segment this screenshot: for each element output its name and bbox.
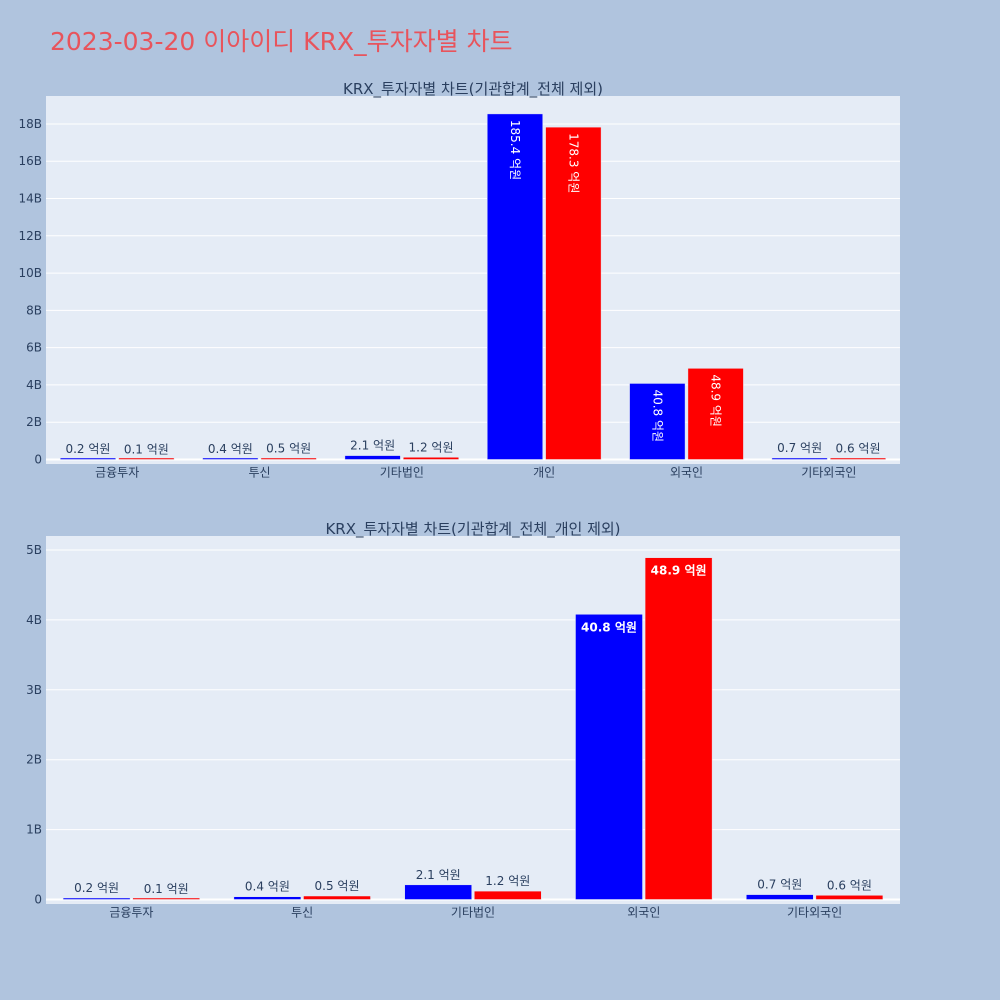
bar-series-b[interactable] <box>644 557 713 900</box>
bar-series-a[interactable] <box>575 614 643 900</box>
y-tick-label: 4B <box>26 613 42 627</box>
bar-data-label: 40.8 억원 <box>650 389 664 442</box>
y-tick-label: 8B <box>26 303 42 317</box>
y-tick-label: 2B <box>26 415 42 429</box>
y-tick-label: 18B <box>18 117 42 131</box>
bar-series-b[interactable] <box>118 457 175 460</box>
x-tick-label: 기타외국인 <box>801 466 856 480</box>
x-tick-label: 금융투자 <box>109 906 153 920</box>
y-tick-label: 0 <box>34 453 42 467</box>
bar-data-label: 0.1 억원 <box>144 882 189 896</box>
chart-2-x-ticks: 금융투자 투신 기타법인 외국인 기타외국인 <box>109 906 842 920</box>
bar-data-label: 0.2 억원 <box>65 442 110 456</box>
bar-series-a[interactable] <box>59 457 116 460</box>
chart-1-data-labels: 0.2 억원 0.1 억원 0.4 억원 0.5 억원 2.1 억원 1.2 억원 185.… <box>65 120 880 456</box>
bar-series-b[interactable] <box>474 890 542 900</box>
bar-data-label: 0.4 억원 <box>245 880 290 894</box>
bar-series-a[interactable] <box>233 896 302 900</box>
bar-data-label: 0.7 억원 <box>777 441 822 455</box>
chart-1-gridlines <box>46 123 900 461</box>
bar-series-b[interactable] <box>830 457 887 460</box>
bar-series-a[interactable] <box>629 383 686 460</box>
bar-data-label: 2.1 억원 <box>350 439 395 453</box>
bar-series-a[interactable] <box>486 113 543 460</box>
bar-series-a[interactable] <box>62 897 131 900</box>
bar-series-a[interactable] <box>344 455 401 460</box>
page-title: 2023-03-20 이아이디 KRX_투자자별 차트 <box>50 27 513 56</box>
bar-series-a[interactable] <box>404 884 472 900</box>
bar-series-b[interactable] <box>403 457 460 460</box>
chart-2-y-ticks: 0 1B 2B 3B 4B 5B <box>26 543 42 907</box>
x-tick-label: 금융투자 <box>95 466 139 480</box>
bar-data-label: 0.2 억원 <box>74 881 119 895</box>
bar-series-b[interactable] <box>132 897 200 900</box>
bar-data-label: 185.4 억원 <box>508 120 522 180</box>
bar-data-label: 0.4 억원 <box>208 442 253 456</box>
x-tick-label: 외국인 <box>627 906 660 920</box>
y-tick-label: 1B <box>26 823 42 837</box>
y-tick-label: 10B <box>18 266 42 280</box>
chart-1-plot-area <box>46 96 900 464</box>
bar-series-b[interactable] <box>687 368 744 460</box>
bar-data-label: 2.1 억원 <box>416 868 461 882</box>
chart-2-plot-area <box>46 536 900 904</box>
y-tick-label: 5B <box>26 543 42 557</box>
chart-2-title: KRX_투자자별 차트(기관합계_전체_개인 제외) <box>325 520 620 539</box>
chart-2-bars[interactable] <box>62 557 884 900</box>
bar-data-label: 40.8 억원 <box>581 620 637 634</box>
x-tick-label: 외국인 <box>670 466 703 480</box>
x-tick-label: 기타법인 <box>380 466 424 480</box>
chart-1-title: KRX_투자자별 차트(기관합계_전체 제외) <box>343 80 603 99</box>
y-tick-label: 14B <box>18 192 42 206</box>
y-tick-label: 6B <box>26 341 42 355</box>
x-tick-label: 기타법인 <box>451 906 495 920</box>
x-tick-label: 개인 <box>533 466 555 480</box>
bar-series-b[interactable] <box>260 457 317 460</box>
y-tick-label: 0 <box>34 893 42 907</box>
y-tick-label: 12B <box>18 229 42 243</box>
bar-series-b[interactable] <box>303 895 371 900</box>
bar-data-label: 48.9 억원 <box>709 374 723 427</box>
chart-1: 0.2 억원 0.1 억원 0.4 억원 0.5 억원 2.1 억원 1.2 억원 185.… <box>18 80 900 480</box>
chart-1-x-ticks: 금융투자 투신 기타법인 개인 외국인 기타외국인 <box>95 466 856 480</box>
bar-series-b[interactable] <box>815 895 884 900</box>
chart-2: 0.2 억원 0.1 억원 0.4 억원 0.5 억원 2.1 억원 1.2 억원 40.8… <box>26 520 900 920</box>
bar-series-a[interactable] <box>771 457 828 460</box>
x-tick-label: 투신 <box>291 906 313 920</box>
bar-data-label: 1.2 억원 <box>485 874 530 888</box>
bar-series-b[interactable] <box>545 126 602 460</box>
bar-data-label: 0.6 억원 <box>836 441 881 455</box>
bar-data-label: 0.7 억원 <box>757 878 802 892</box>
bar-series-a[interactable] <box>202 457 259 460</box>
bar-data-label: 48.9 억원 <box>651 564 707 578</box>
chart-1-bars[interactable] <box>59 113 887 460</box>
x-tick-label: 기타외국인 <box>787 906 842 920</box>
chart-1-y-ticks: 0 2B 4B 6B 8B 10B 12B 14B 16B 18B <box>18 117 42 467</box>
bar-data-label: 178.3 억원 <box>566 133 580 193</box>
y-tick-label: 16B <box>18 154 42 168</box>
y-tick-label: 3B <box>26 683 42 697</box>
bar-data-label: 0.5 억원 <box>315 879 360 893</box>
bar-series-a[interactable] <box>746 894 814 900</box>
chart-2-data-labels: 0.2 억원 0.1 억원 0.4 억원 0.5 억원 2.1 억원 1.2 억원 40.8… <box>74 564 872 896</box>
bar-data-label: 1.2 억원 <box>409 440 454 454</box>
y-tick-label: 4B <box>26 378 42 392</box>
bar-data-label: 0.6 억원 <box>827 878 872 892</box>
bar-data-label: 0.5 억원 <box>266 442 311 456</box>
y-tick-label: 2B <box>26 753 42 767</box>
bar-data-label: 0.1 억원 <box>124 442 169 456</box>
x-tick-label: 투신 <box>248 466 270 480</box>
